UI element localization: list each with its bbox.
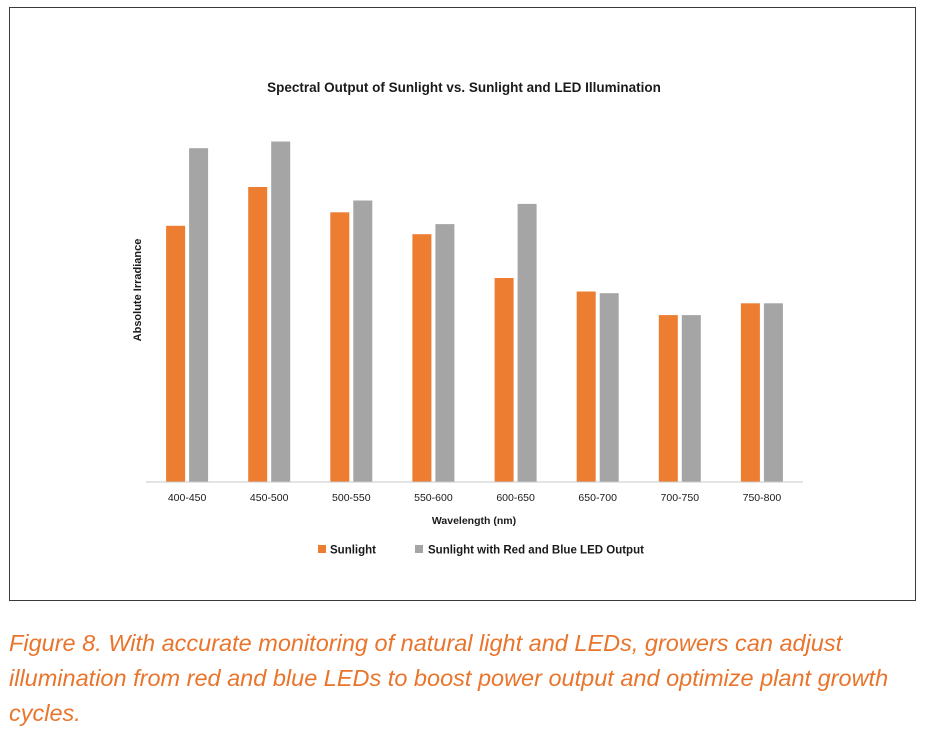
x-axis-label: Wavelength (nm) (432, 515, 516, 527)
bar-led-550-600 (435, 224, 455, 482)
bar-sunlight-400-450 (166, 225, 186, 483)
x-tick-labels: 400-450 450-500 500-550 550-600 600-650 650-7… (168, 492, 781, 504)
bar-led-450-500 (271, 141, 291, 482)
bar-led-400-450 (189, 148, 209, 482)
x-tick-label: 550-600 (414, 492, 453, 504)
legend-swatch-led (415, 545, 423, 553)
bar-led-500-550 (353, 200, 373, 482)
bar-led-750-800 (763, 303, 783, 482)
x-tick-label: 700-750 (661, 492, 700, 504)
bar-sunlight-650-700 (576, 291, 596, 482)
bar-sunlight-750-800 (740, 303, 760, 482)
chart-title: Spectral Output of Sunlight vs. Sunlight… (267, 80, 661, 95)
x-tick-label: 400-450 (168, 492, 207, 504)
bar-sunlight-700-750 (658, 315, 678, 482)
bar-sunlight-550-600 (412, 234, 432, 482)
bars-group (166, 141, 783, 483)
x-tick-label: 450-500 (250, 492, 289, 504)
x-tick-label: 750-800 (743, 492, 782, 504)
legend-swatch-sunlight (318, 545, 326, 553)
x-tick-label: 600-650 (496, 492, 535, 504)
legend-label-led: Sunlight with Red and Blue LED Output (428, 545, 644, 557)
bar-led-700-750 (681, 315, 701, 482)
bar-sunlight-450-500 (248, 187, 268, 482)
bar-led-600-650 (517, 203, 537, 482)
bar-sunlight-500-550 (330, 212, 350, 483)
x-tick-label: 500-550 (332, 492, 371, 504)
legend: Sunlight Sunlight with Red and Blue LED … (318, 545, 644, 557)
legend-label-sunlight: Sunlight (330, 545, 376, 557)
figure-caption: Figure 8. With accurate monitoring of na… (9, 630, 889, 726)
y-axis-label: Absolute Irradiance (132, 239, 144, 342)
bar-led-650-700 (599, 293, 619, 482)
bar-sunlight-600-650 (494, 278, 514, 482)
x-tick-label: 650-700 (578, 492, 617, 504)
chart: Spectral Output of Sunlight vs. Sunlight… (132, 80, 803, 557)
